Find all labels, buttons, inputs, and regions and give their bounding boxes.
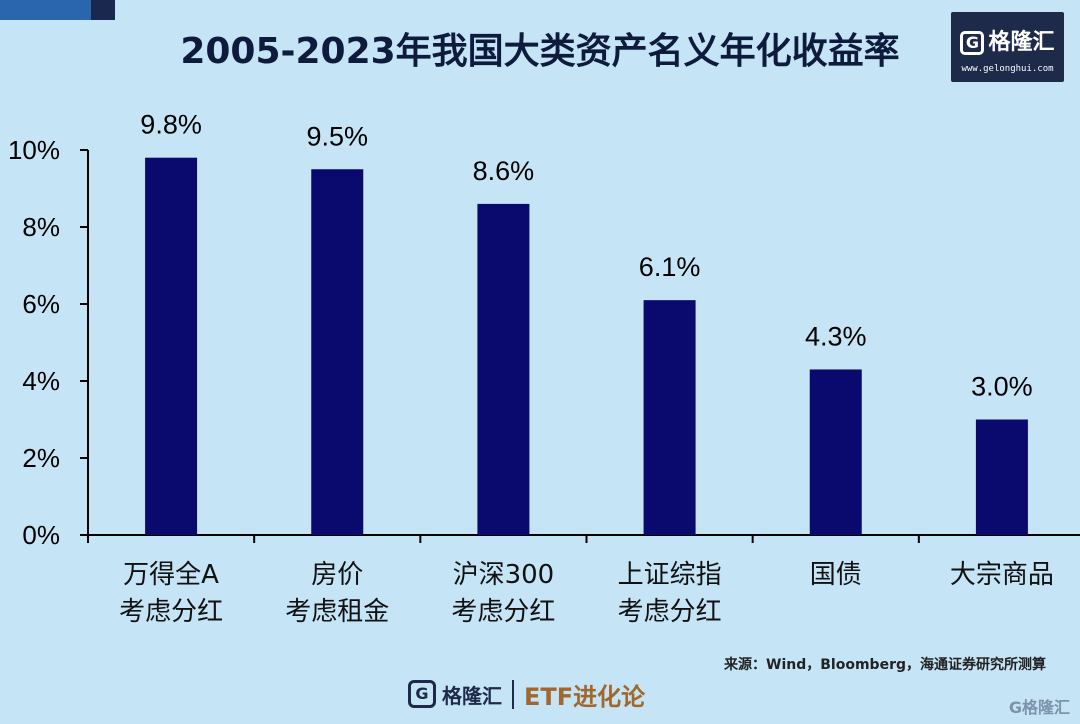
bar <box>809 369 862 535</box>
x-tick-label: 考虑租金 <box>285 597 389 627</box>
x-tick-label: 国债 <box>810 560 862 590</box>
brand-url: www.gelonghui.com <box>961 64 1054 74</box>
data-label: 9.5% <box>306 121 368 151</box>
y-tick-label: 2% <box>22 443 60 473</box>
data-label: 8.6% <box>473 156 535 186</box>
y-tick-label: 8% <box>22 212 60 242</box>
bar <box>643 300 696 535</box>
bar <box>477 203 530 535</box>
x-tick-label: 房价 <box>311 560 363 590</box>
brand-logo: G 格隆汇 www.gelonghui.com <box>951 12 1064 82</box>
brand-name: 格隆汇 <box>988 30 1055 55</box>
bar <box>975 419 1028 535</box>
data-label: 6.1% <box>639 252 701 282</box>
footer-g-icon: G <box>408 680 436 708</box>
chart-title: 2005-2023年我国大类资产名义年化收益率 <box>180 31 900 72</box>
data-label: 4.3% <box>805 321 867 351</box>
data-label: 9.8% <box>140 110 202 140</box>
y-tick-label: 6% <box>22 289 60 319</box>
y-tick-label: 10% <box>8 135 60 165</box>
footer-column-name: ETF进化论 <box>524 682 646 711</box>
x-tick-label: 万得全A <box>123 560 219 590</box>
source-note: 来源：Wind，Bloomberg，海通证券研究所测算 <box>724 657 1046 673</box>
footer-brand: G 格隆汇 ETF进化论 <box>408 676 645 712</box>
x-tick-label: 考虑分红 <box>618 597 722 627</box>
x-tick-label: 考虑分红 <box>119 597 223 627</box>
corner-decoration <box>0 0 115 20</box>
x-tick-label: 考虑分红 <box>451 597 555 627</box>
footer-logo: G 格隆汇 <box>408 679 514 709</box>
footer-brand-name: 格隆汇 <box>442 683 502 708</box>
y-tick-label: 0% <box>22 520 60 550</box>
x-tick-label: 上证综指 <box>618 560 722 590</box>
y-tick-label: 4% <box>22 366 60 396</box>
watermark: G格隆汇 <box>1008 698 1070 717</box>
bar <box>311 169 364 535</box>
data-label: 3.0% <box>971 372 1033 402</box>
brand-logo-text: G 格隆汇 <box>951 24 1064 56</box>
x-tick-label: 沪深300 <box>453 560 555 590</box>
bar <box>145 157 198 535</box>
x-tick-label: 大宗商品 <box>950 560 1054 590</box>
brand-g-icon: G <box>960 31 985 55</box>
